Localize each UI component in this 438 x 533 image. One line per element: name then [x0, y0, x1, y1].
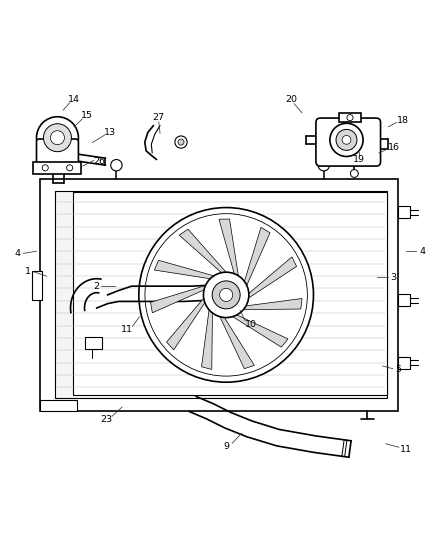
Bar [398, 294, 410, 306]
Circle shape [330, 123, 363, 157]
Text: 4: 4 [14, 249, 20, 258]
Bar [32, 271, 42, 300]
FancyBboxPatch shape [36, 139, 78, 165]
Text: 10: 10 [244, 320, 256, 329]
Polygon shape [201, 309, 212, 369]
Bar [55, 191, 387, 398]
Text: 16: 16 [388, 143, 399, 152]
Text: 3: 3 [391, 273, 397, 282]
Bar [398, 357, 410, 369]
Text: 13: 13 [104, 127, 116, 136]
Bar [85, 337, 102, 349]
Text: 20: 20 [285, 95, 297, 104]
Circle shape [175, 136, 187, 148]
Circle shape [42, 165, 48, 171]
Text: 18: 18 [397, 116, 409, 125]
Polygon shape [179, 229, 227, 273]
Circle shape [336, 130, 357, 150]
Polygon shape [244, 228, 270, 286]
Circle shape [219, 288, 233, 302]
Circle shape [178, 139, 184, 145]
Polygon shape [247, 257, 297, 298]
Circle shape [50, 131, 64, 144]
Bar [73, 192, 387, 395]
FancyBboxPatch shape [316, 118, 381, 166]
Circle shape [342, 135, 351, 144]
Text: 9: 9 [224, 442, 230, 451]
Polygon shape [242, 298, 302, 310]
Text: 11: 11 [120, 325, 132, 334]
Circle shape [212, 281, 240, 309]
Polygon shape [154, 260, 215, 279]
Bar [33, 161, 81, 174]
Circle shape [67, 165, 73, 171]
Text: 11: 11 [400, 446, 412, 454]
Polygon shape [219, 219, 239, 277]
Bar [40, 179, 398, 410]
Text: 2: 2 [93, 281, 99, 290]
Text: 26: 26 [93, 157, 105, 166]
Text: 5: 5 [395, 366, 401, 375]
Circle shape [36, 117, 78, 159]
Polygon shape [151, 285, 207, 313]
Bar [339, 113, 361, 123]
Text: 15: 15 [81, 111, 93, 120]
Circle shape [204, 272, 249, 318]
Circle shape [347, 115, 353, 120]
Polygon shape [166, 297, 205, 350]
Text: 1: 1 [25, 267, 31, 276]
Text: 23: 23 [100, 415, 113, 424]
Text: 4: 4 [419, 247, 425, 256]
Circle shape [111, 159, 122, 171]
Text: 14: 14 [68, 95, 80, 104]
Circle shape [318, 159, 329, 171]
Text: 19: 19 [353, 155, 365, 164]
Text: 27: 27 [153, 112, 165, 122]
Bar [40, 400, 77, 410]
Circle shape [139, 207, 314, 382]
Bar [398, 206, 410, 219]
Polygon shape [232, 314, 288, 347]
Circle shape [350, 169, 358, 177]
Polygon shape [219, 316, 254, 369]
Circle shape [43, 124, 71, 152]
